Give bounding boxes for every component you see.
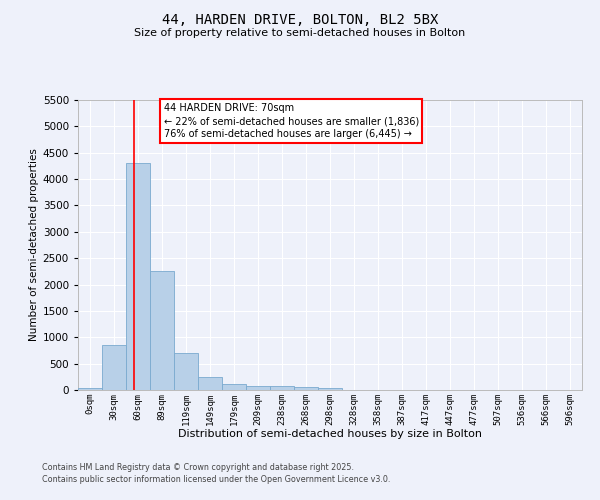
Bar [174,353,198,390]
Bar [270,386,294,390]
Text: Contains HM Land Registry data © Crown copyright and database right 2025.: Contains HM Land Registry data © Crown c… [42,464,354,472]
Bar [102,345,126,390]
Bar [198,377,222,390]
Bar [78,388,102,390]
Bar [222,384,246,390]
Text: Contains public sector information licensed under the Open Government Licence v3: Contains public sector information licen… [42,475,391,484]
Bar [294,388,318,390]
Bar [246,386,270,390]
X-axis label: Distribution of semi-detached houses by size in Bolton: Distribution of semi-detached houses by … [178,429,482,439]
Bar [150,272,174,390]
Y-axis label: Number of semi-detached properties: Number of semi-detached properties [29,148,38,342]
Text: Size of property relative to semi-detached houses in Bolton: Size of property relative to semi-detach… [134,28,466,38]
Text: 44, HARDEN DRIVE, BOLTON, BL2 5BX: 44, HARDEN DRIVE, BOLTON, BL2 5BX [162,12,438,26]
Bar [126,164,150,390]
Bar [318,388,342,390]
Text: 44 HARDEN DRIVE: 70sqm
← 22% of semi-detached houses are smaller (1,836)
76% of : 44 HARDEN DRIVE: 70sqm ← 22% of semi-det… [164,103,419,140]
